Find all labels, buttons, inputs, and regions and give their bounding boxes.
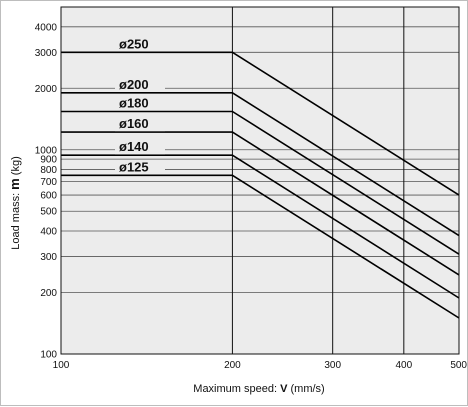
y-tick-label: 300 — [40, 252, 57, 263]
x-tick-label: 100 — [53, 360, 70, 371]
x-tick-label: 500 — [450, 360, 467, 371]
series-line — [61, 154, 460, 299]
series-label: ø250 — [119, 36, 149, 51]
x-tick-labels: 100 200 300 400 500 — [53, 360, 468, 371]
plot-border — [60, 6, 460, 355]
series-label: ø180 — [119, 95, 149, 110]
series-line — [61, 92, 460, 237]
x-tick-label: 200 — [224, 360, 241, 371]
series-label: ø125 — [119, 159, 149, 174]
series-label-bg — [115, 117, 165, 132]
series-labels: ø250 ø200 ø180 ø160 ø140 ø125 — [115, 36, 165, 175]
series-label: ø200 — [119, 77, 149, 92]
y-tick-label: 700 — [40, 177, 57, 188]
series-label-bg — [115, 140, 165, 155]
y-tick-label: 3000 — [35, 48, 58, 59]
x-axis-title: Maximum speed: V (mm/s) — [193, 383, 324, 395]
y-tick-label: 600 — [40, 191, 57, 202]
series-label: ø140 — [119, 139, 149, 154]
y-tick-label: 100 — [40, 350, 57, 361]
plot-area — [61, 7, 459, 354]
y-tick-label: 4000 — [35, 22, 58, 33]
x-gridlines — [231, 7, 405, 354]
y-axis-title: Load mass: m (kg) — [7, 156, 22, 249]
series-line — [61, 110, 460, 255]
y-tick-label: 900 — [40, 155, 57, 166]
y-tick-label: 800 — [40, 165, 57, 176]
y-tick-label: 400 — [40, 227, 57, 238]
y-tick-label: 500 — [40, 207, 57, 218]
series-label-bg — [115, 37, 165, 52]
series-label-bg — [115, 96, 165, 111]
series-label-bg — [115, 160, 165, 175]
series-line — [61, 131, 460, 276]
x-tick-label: 300 — [324, 360, 341, 371]
series-line — [61, 174, 460, 319]
series-label: ø160 — [119, 116, 149, 131]
series-label-bg — [115, 77, 165, 92]
y-tick-label: 1000 — [35, 145, 58, 156]
x-tick-label: 400 — [395, 360, 412, 371]
y-tick-label: 200 — [40, 288, 57, 299]
series-line — [61, 51, 460, 196]
series-lines — [61, 51, 460, 319]
y-tick-label: 2000 — [35, 84, 58, 95]
